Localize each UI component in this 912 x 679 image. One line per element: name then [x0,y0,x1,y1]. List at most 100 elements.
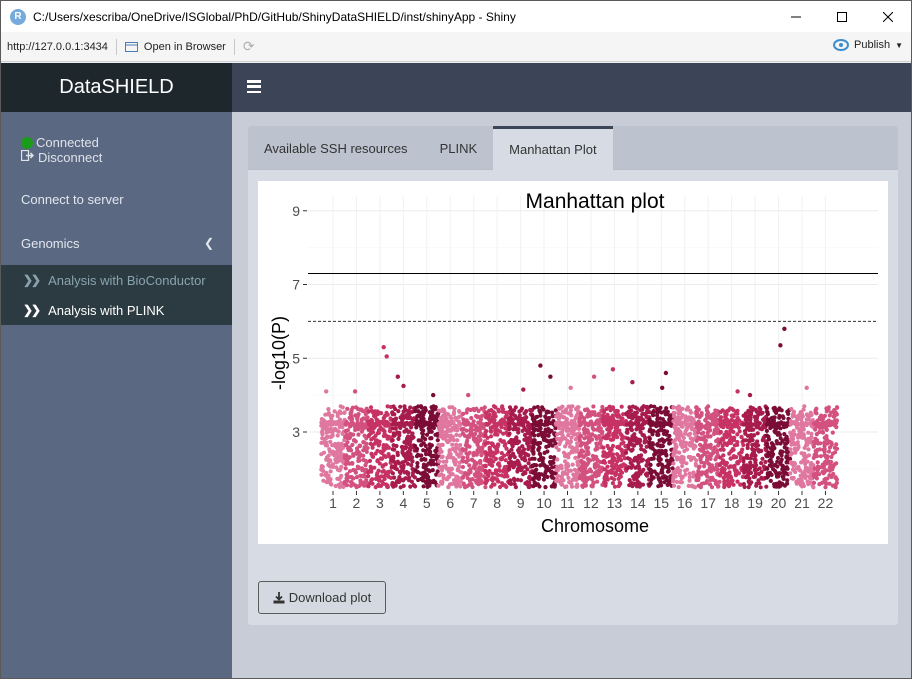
data-point [577,435,582,440]
data-point [699,431,704,436]
data-point [610,458,615,463]
data-point [632,477,637,482]
data-point [775,432,780,437]
data-point [478,459,483,464]
viewer-toolbar: http://127.0.0.1:3434 Open in Browser ⟳ … [1,32,911,62]
data-point [663,421,668,427]
data-point [794,418,799,423]
data-point [699,454,705,459]
data-point [500,420,505,425]
data-point [499,451,504,456]
top-hit-point [538,363,543,368]
data-point [401,466,406,471]
data-point [548,455,553,460]
data-point [797,422,802,427]
data-point [696,407,701,412]
download-plot-button[interactable]: Download plot [258,581,386,614]
tab-available-ssh-resources[interactable]: Available SSH resources [248,126,424,170]
data-point [697,426,702,431]
data-point [601,445,606,450]
publish-button[interactable]: Publish ▼ [833,39,903,51]
data-point [466,471,471,476]
data-point [491,409,496,414]
data-point [453,462,458,467]
data-point [535,414,540,419]
sidebar-item-genomics[interactable]: Genomics ❮ [1,228,232,258]
data-point [678,480,683,485]
sidebar-item-connect-to-server[interactable]: Connect to server [1,184,232,214]
data-point [503,458,508,463]
data-point [393,418,398,423]
data-point [726,481,731,487]
close-button[interactable] [865,1,911,32]
minimize-button[interactable] [773,1,819,32]
data-point [687,478,692,483]
data-point [540,434,545,439]
data-point [815,460,820,465]
data-point [566,422,571,427]
data-point [704,406,709,411]
data-point [616,484,621,489]
maximize-button[interactable] [819,1,865,32]
brand-logo[interactable]: DataSHIELD [1,63,232,112]
data-point [336,429,341,434]
data-point [765,412,770,417]
sidebar-item-analysis-plink[interactable]: ❯❯ Analysis with PLINK [1,295,232,325]
data-point [461,417,466,422]
data-point [384,433,389,438]
data-point [577,451,582,456]
data-point [543,485,548,490]
data-point [624,412,630,417]
data-point [516,448,521,453]
open-in-browser-button[interactable]: Open in Browser [124,41,226,53]
data-point [493,414,498,419]
data-point [564,466,569,471]
data-point [685,467,690,472]
disconnect-link[interactable]: Disconnect [20,149,102,165]
tab-label: Available SSH resources [264,140,408,156]
data-point [359,407,364,412]
tab-label: PLINK [439,140,478,156]
data-point [471,453,476,458]
data-point [560,423,566,428]
x-tick-label: 2 [353,495,361,511]
tab-plink[interactable]: PLINK [424,126,494,170]
data-point [785,478,790,483]
data-point [720,443,725,449]
data-point [718,455,723,460]
tab-manhattan-plot[interactable]: Manhattan Plot [493,126,613,170]
data-point [657,477,662,482]
data-point [328,458,333,463]
data-point [406,471,411,476]
data-point [817,429,822,435]
data-point [581,468,586,474]
data-point [375,448,380,453]
data-point [723,433,728,438]
data-point [520,456,525,461]
data-point [541,456,546,461]
data-point [651,456,656,461]
refresh-icon[interactable]: ⟳ [242,38,255,54]
data-point [409,463,414,468]
sidebar-toggle-icon[interactable] [247,80,261,93]
data-point [769,472,774,477]
sidebar-item-analysis-bioconductor[interactable]: ❯❯ Analysis with BioConductor [1,265,232,295]
data-point [719,424,724,429]
data-point [629,427,634,432]
data-point [771,443,776,448]
data-point [413,484,418,489]
data-point [781,476,786,481]
data-point [537,445,542,450]
x-tick-label: 17 [700,495,716,511]
data-point [484,429,489,434]
data-point [781,465,786,470]
data-point [626,446,631,451]
data-point [326,407,331,412]
data-point [513,485,518,490]
data-point [689,484,694,489]
data-point [771,467,776,472]
data-point [372,465,377,470]
data-point [471,419,476,424]
top-hit-point [381,345,386,350]
manhattan-plot: 3 5 7 9 1 2 3 4 5 6 7 8 9 10 11 12 13 14 15 16 17 18 19 20 21 22 … [258,181,888,544]
